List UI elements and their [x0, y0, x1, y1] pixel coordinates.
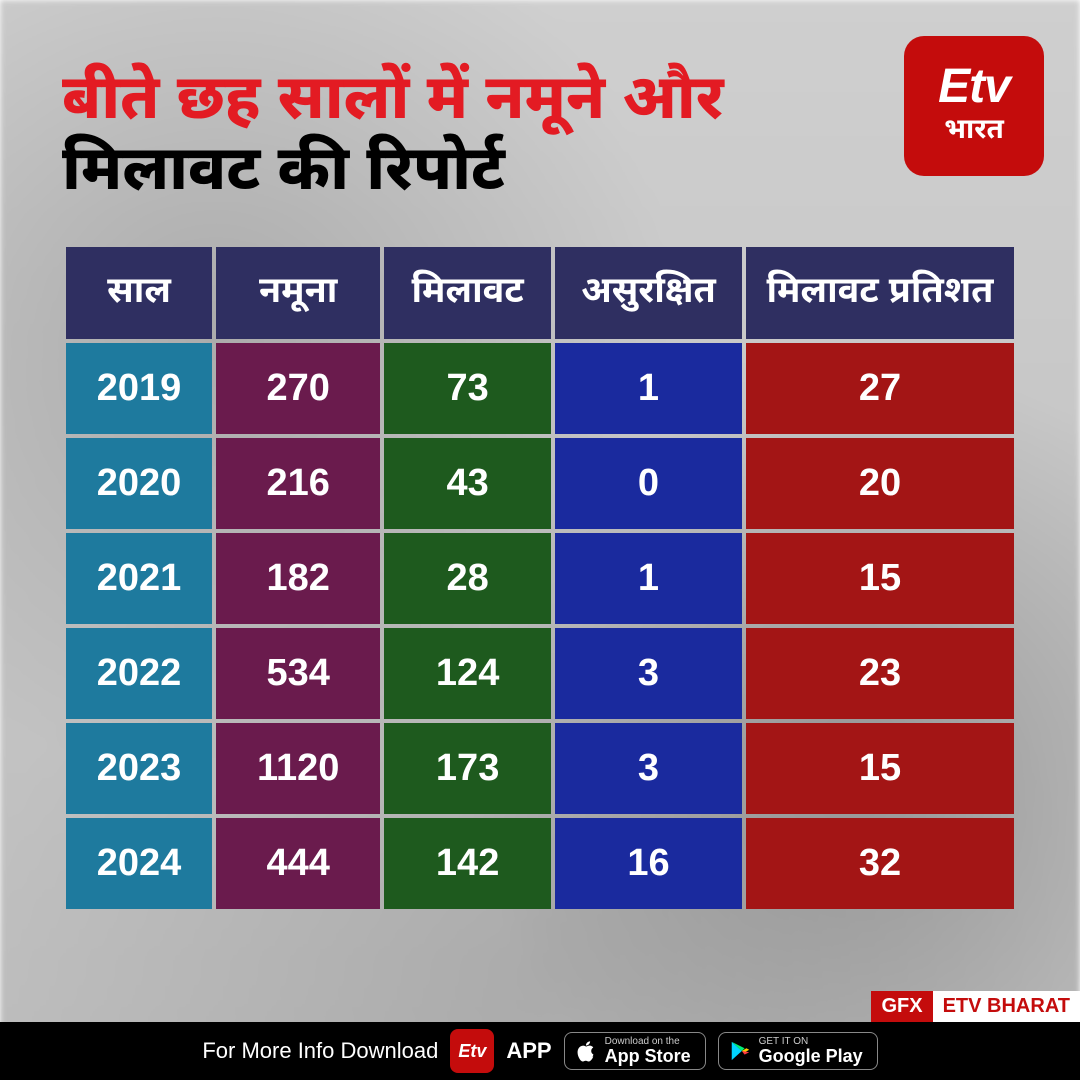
- table-cell: 43: [384, 438, 551, 529]
- table-cell: 32: [746, 818, 1014, 909]
- table-row: 20231120173315: [66, 723, 1014, 814]
- table-cell: 142: [384, 818, 551, 909]
- table-cell: 0: [555, 438, 742, 529]
- table-header-cell: मिलावट प्रतिशत: [746, 247, 1014, 339]
- table-cell: 182: [216, 533, 380, 624]
- logo-text-top: Etv: [938, 63, 1010, 111]
- headline-line1: बीते छह सालों में नमूने और: [62, 62, 882, 133]
- table-cell: 270: [216, 343, 380, 434]
- table-header-row: सालनमूनामिलावटअसुरक्षितमिलावट प्रतिशत: [66, 247, 1014, 339]
- table-cell: 444: [216, 818, 380, 909]
- logo-text-bottom: भारत: [944, 113, 1004, 150]
- headline-line2: मिलावट की रिपोर्ट: [62, 133, 882, 204]
- table-header-cell: साल: [66, 247, 212, 339]
- table-cell: 3: [555, 628, 742, 719]
- table-cell: 3: [555, 723, 742, 814]
- table-cell: 2022: [66, 628, 212, 719]
- table-cell: 2020: [66, 438, 212, 529]
- table-cell: 23: [746, 628, 1014, 719]
- table-cell: 15: [746, 533, 1014, 624]
- table-body: 2019270731272020216430202021182281152022…: [66, 343, 1014, 909]
- table-cell: 173: [384, 723, 551, 814]
- table-header-cell: मिलावट: [384, 247, 551, 339]
- table-header-cell: नमूना: [216, 247, 380, 339]
- table-row: 201927073127: [66, 343, 1014, 434]
- table-cell: 27: [746, 343, 1014, 434]
- table-cell: 15: [746, 723, 1014, 814]
- headline: बीते छह सालों में नमूने और मिलावट की रिप…: [62, 62, 882, 205]
- data-table: सालनमूनामिलावटअसुरक्षितमिलावट प्रतिशत 20…: [62, 243, 1018, 913]
- table-cell: 2019: [66, 343, 212, 434]
- table-cell: 16: [555, 818, 742, 909]
- table-cell: 2021: [66, 533, 212, 624]
- table-cell: 2023: [66, 723, 212, 814]
- table-cell: 73: [384, 343, 551, 434]
- table-cell: 1120: [216, 723, 380, 814]
- table-cell: 20: [746, 438, 1014, 529]
- table-cell: 2024: [66, 818, 212, 909]
- etv-bharat-logo: Etv भारत: [904, 36, 1044, 176]
- table-row: 2022534124323: [66, 628, 1014, 719]
- table-row: 202118228115: [66, 533, 1014, 624]
- table-cell: 1: [555, 343, 742, 434]
- table-cell: 28: [384, 533, 551, 624]
- table-row: 20244441421632: [66, 818, 1014, 909]
- table-header-cell: असुरक्षित: [555, 247, 742, 339]
- table-cell: 534: [216, 628, 380, 719]
- table-row: 202021643020: [66, 438, 1014, 529]
- table-cell: 1: [555, 533, 742, 624]
- table-cell: 216: [216, 438, 380, 529]
- table-cell: 124: [384, 628, 551, 719]
- content-area: Etv भारत बीते छह सालों में नमूने और मिला…: [0, 0, 1080, 1080]
